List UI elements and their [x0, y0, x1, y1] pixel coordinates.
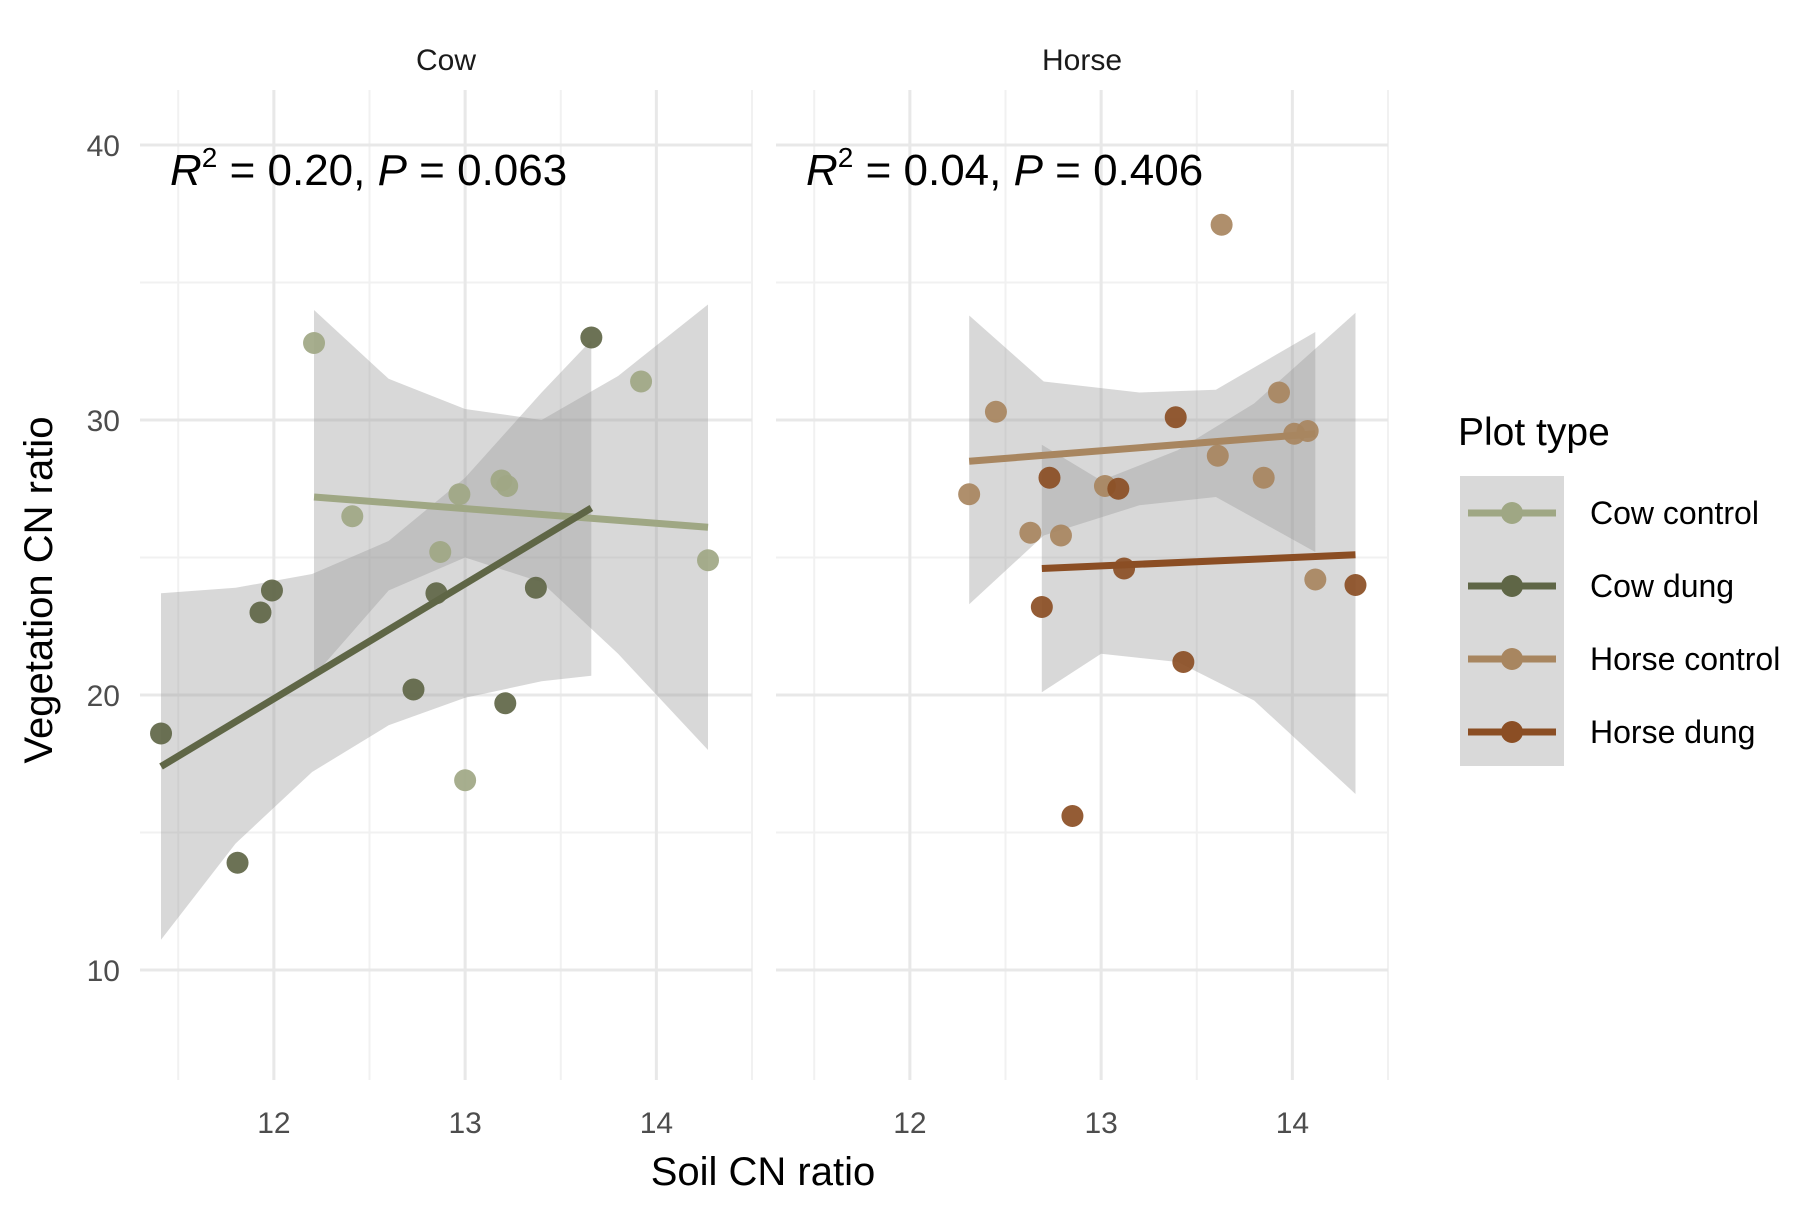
- legend-label: Horse dung: [1590, 714, 1755, 750]
- legend-key-point: [1501, 721, 1523, 743]
- y-tick-label: 30: [87, 405, 120, 438]
- legend-key-background: [1460, 476, 1564, 766]
- y-tick-label: 40: [87, 130, 120, 163]
- data-point: [341, 505, 364, 528]
- confidence-band: [1041, 312, 1356, 794]
- data-point: [1164, 406, 1187, 429]
- data-point: [494, 692, 517, 715]
- data-point: [1304, 568, 1327, 591]
- data-point: [448, 483, 471, 506]
- data-point: [1038, 466, 1061, 489]
- data-point: [630, 370, 653, 393]
- stats-annotation: R2 = 0.04, P = 0.406: [806, 142, 1203, 195]
- confidence-band: [969, 315, 1316, 605]
- x-tick-label: 13: [448, 1107, 481, 1140]
- data-point: [984, 400, 1007, 423]
- panel-horse: 12 13 14 Horse R2 = 0.04, P = 0.406: [776, 44, 1389, 1140]
- confidence-band: [314, 304, 708, 750]
- legend-title: Plot type: [1458, 411, 1610, 454]
- y-tick-label: 10: [87, 955, 120, 988]
- x-tick-label: 13: [1084, 1107, 1117, 1140]
- legend-label: Horse control: [1590, 641, 1780, 677]
- data-point: [1267, 381, 1290, 404]
- legend-key-point: [1501, 575, 1523, 597]
- data-point: [249, 601, 272, 624]
- data-point: [958, 483, 981, 506]
- x-tick-label: 12: [893, 1107, 926, 1140]
- data-point: [1049, 524, 1072, 547]
- data-point: [524, 576, 547, 599]
- data-point: [150, 722, 173, 745]
- data-point: [697, 549, 720, 572]
- data-point: [454, 769, 477, 792]
- data-point: [1344, 574, 1367, 596]
- data-point: [226, 851, 249, 874]
- x-tick-label: 12: [257, 1107, 290, 1140]
- data-point: [303, 332, 326, 354]
- data-point: [1206, 444, 1229, 467]
- x-tick-label: 14: [640, 1107, 673, 1140]
- y-tick-label: 20: [87, 680, 120, 713]
- legend-key-point: [1501, 648, 1523, 670]
- data-point: [496, 475, 519, 497]
- legend-label: Cow control: [1590, 495, 1759, 531]
- data-point: [580, 326, 603, 349]
- data-point: [1019, 521, 1042, 544]
- data-point: [260, 579, 283, 602]
- data-point: [402, 678, 425, 701]
- legend-key-point: [1501, 502, 1523, 524]
- regression-line: [968, 430, 1316, 465]
- x-axis-label: Soil CN ratio: [651, 1150, 876, 1194]
- data-point: [1107, 477, 1130, 500]
- panel-title: Cow: [416, 44, 476, 77]
- regression-line: [313, 493, 709, 531]
- data-point: [1061, 805, 1084, 827]
- data-point: [1210, 213, 1233, 236]
- legend: Plot type Cow control Cow dung Horse contr…: [1458, 411, 1780, 766]
- panel-cow: 12 13 14 10 20 30 40 Cow R2 = 0.20, P = 0.063: [87, 44, 753, 1140]
- data-point: [429, 541, 452, 563]
- stats-annotation: R2 = 0.20, P = 0.063: [170, 142, 567, 195]
- regression-line: [1041, 551, 1356, 572]
- y-axis-label: Vegetation CN ratio: [17, 417, 61, 764]
- x-tick-label: 14: [1276, 1107, 1309, 1140]
- data-point: [1252, 466, 1275, 489]
- regression-line: [159, 504, 594, 770]
- panel-title: Horse: [1042, 44, 1122, 77]
- data-point: [1030, 596, 1053, 618]
- legend-label: Cow dung: [1590, 568, 1734, 604]
- data-point: [1172, 651, 1195, 673]
